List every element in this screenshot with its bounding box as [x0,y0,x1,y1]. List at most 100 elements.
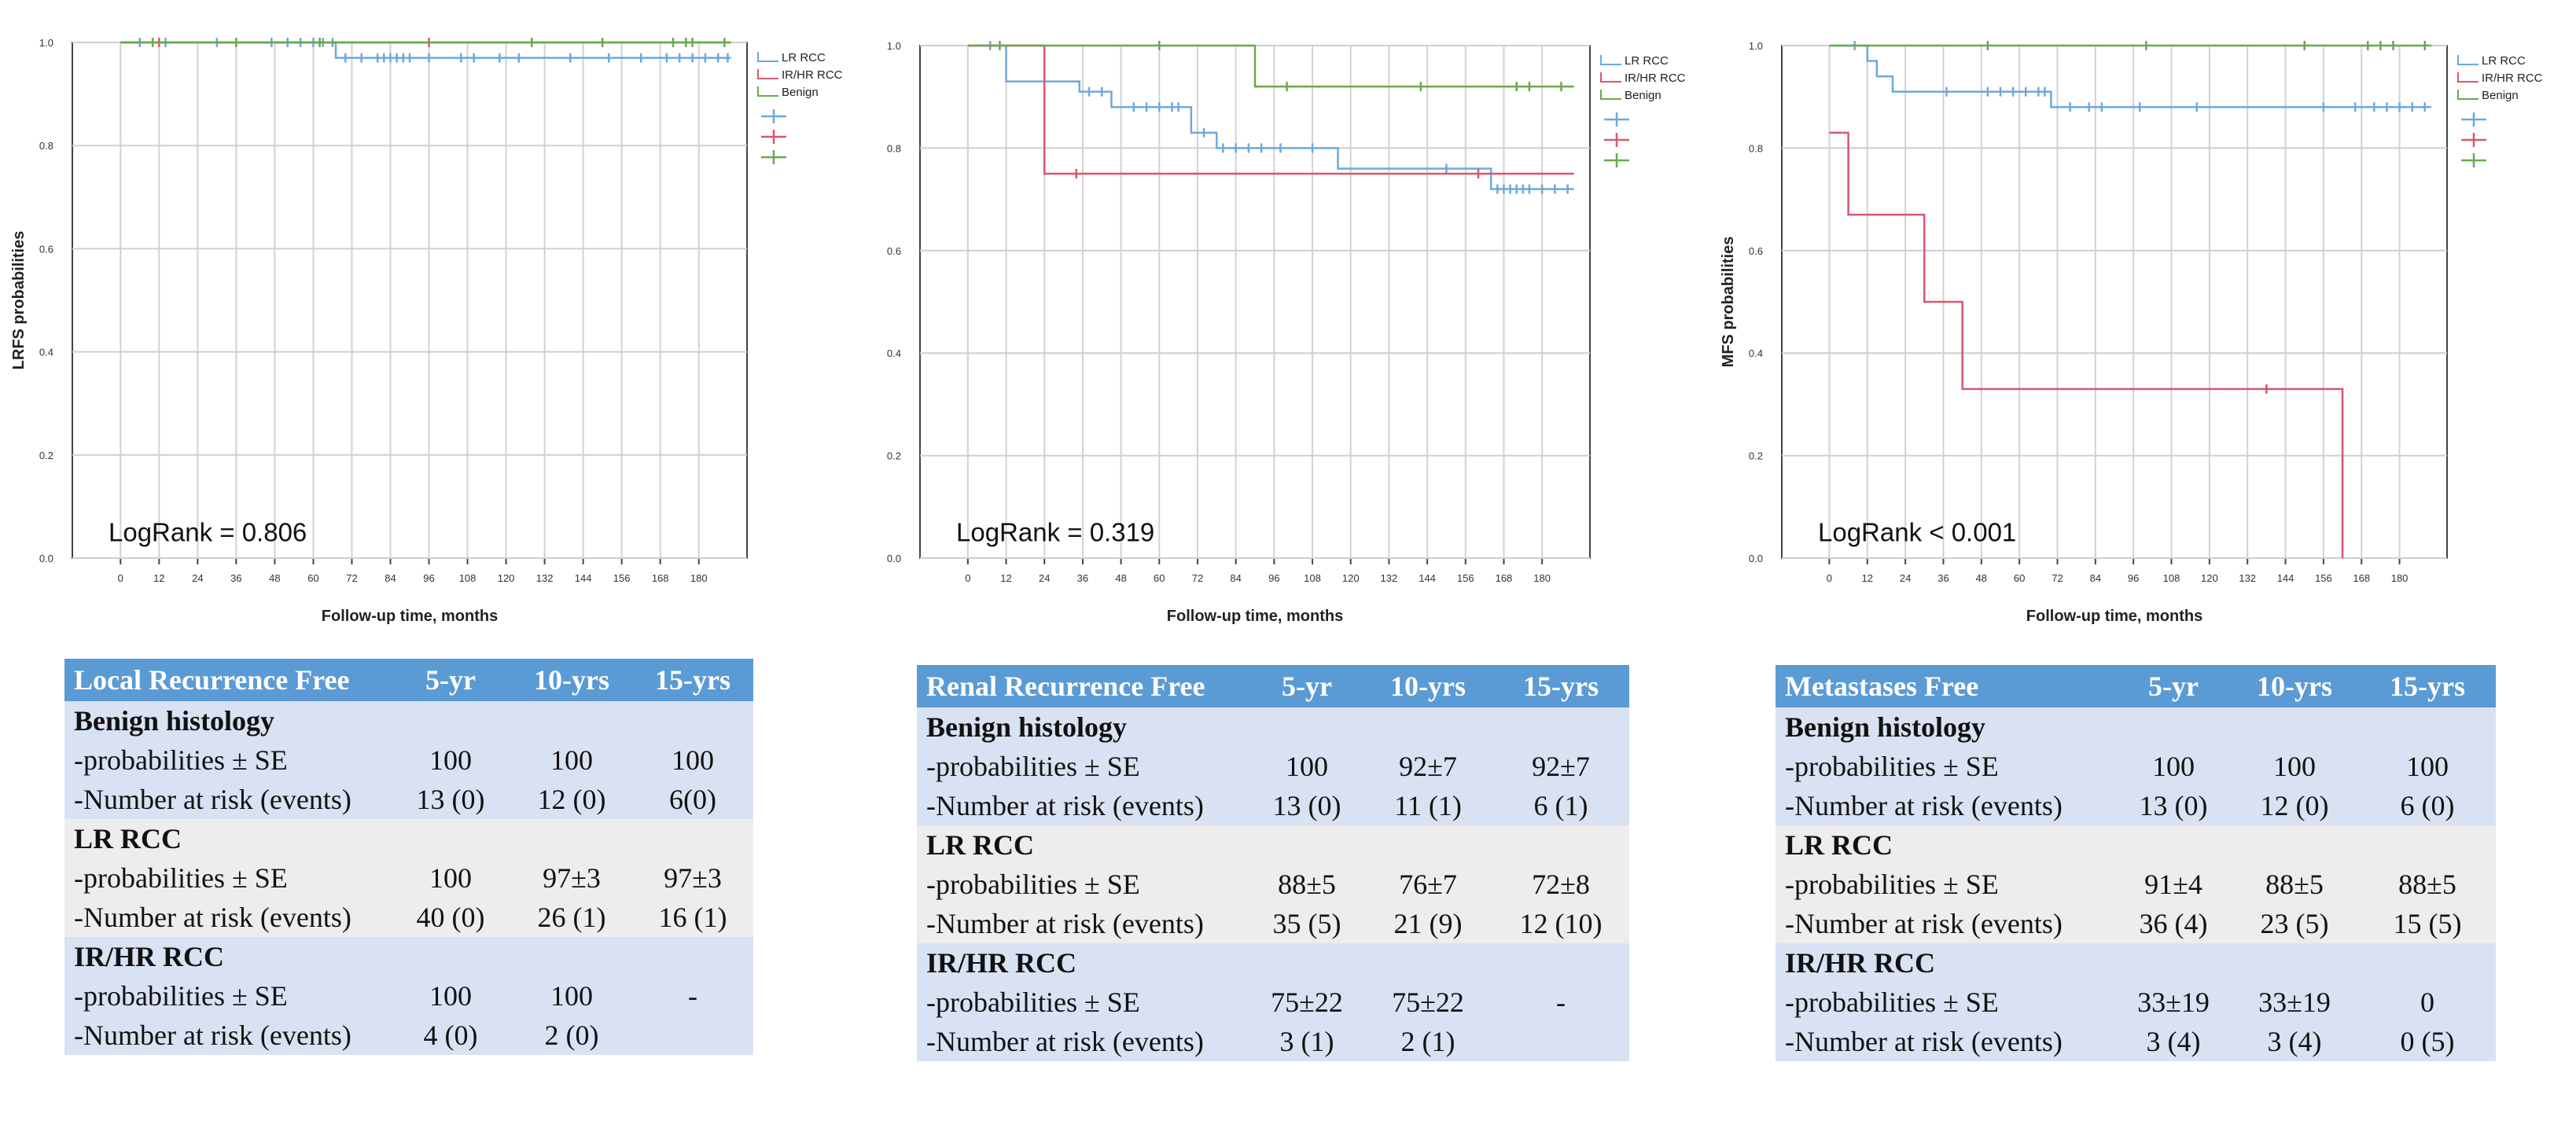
group-name: Benign histology [917,707,1629,747]
table-header-cell: Local Recurrence Free [64,659,390,701]
x-tick-label: 168 [2353,572,2370,584]
table-cell: 91±4 [2117,865,2230,904]
table-cell: 100 [511,976,632,1016]
x-tick-label: 24 [1900,572,1911,584]
x-tick-label: 36 [230,572,241,584]
series-line-lr-rcc [1829,44,2431,108]
table-cell: -probabilities ± SE [917,865,1250,904]
x-tick-label: 84 [385,572,396,584]
series-line-lr-rcc [120,41,731,59]
table-header-cell: 5-yr [390,659,511,701]
table-cell: 100 [2359,747,2496,786]
table-cell: 88±5 [2230,865,2359,904]
x-tick-label: 108 [1304,572,1321,584]
x-tick-label: 108 [459,572,477,584]
y-tick-label: 0.0 [887,553,901,564]
table-cell: - [632,976,753,1016]
table-cell: 100 [2230,747,2359,786]
legend-label: IR/HR RCC [2482,72,2543,85]
table-cell: 72±8 [1492,865,1629,904]
legend-label: LR RCC [1625,54,1669,68]
legend-swatch [757,52,778,62]
table-row: -Number at risk (events) 13 (0) 11 (1) 6 (1… [917,786,1629,825]
renal-recurrence-table: Renal Recurrence Free 5-yr 10-yrs 15-yrs Ben… [917,665,1629,1061]
group-name: LR RCC [64,819,753,858]
x-tick-label: 132 [536,572,554,584]
table-row: -probabilities ± SE 75±22 75±22- [917,983,1629,1022]
y-tick-label: 1.0 [1749,40,1763,52]
x-tick-label: 156 [1457,572,1474,584]
x-tick-label: 84 [2090,572,2101,584]
x-tick-label: 120 [498,572,515,584]
table-cell: -probabilities ± SE [64,858,390,898]
table-row: -Number at risk (events) 4 (0) 2 (0) [64,1016,753,1055]
table-group-row: Benign histology [1776,707,2496,747]
x-tick-label: 96 [423,572,434,584]
table-cell: 6 (0) [2359,786,2496,825]
x-tick-label: 96 [2128,572,2139,584]
y-tick-label: 0.4 [39,347,53,358]
table-cell: -Number at risk (events) [1776,1022,2117,1061]
x-tick-label: 12 [1862,572,1873,584]
table-cell: -probabilities ± SE [1776,865,2117,904]
y-tick-label: 0.4 [887,347,901,359]
table-cell: 92±7 [1363,747,1492,786]
table-cell: -probabilities ± SE [64,740,390,780]
legend-swatch [2457,55,2478,65]
x-tick-label: 36 [1938,572,1949,584]
group-name: LR RCC [1776,825,2496,865]
table-group-row: IR/HR RCC [917,943,1629,983]
table-row: -Number at risk (events) 3 (1) 2 (1) [917,1022,1629,1061]
table-cell: 76±7 [1363,865,1492,904]
table-group-row: LR RCC [917,825,1629,865]
table-group-row: LR RCC [64,819,753,858]
group-name: IR/HR RCC [64,937,753,976]
x-tick-label: 60 [2014,572,2025,584]
legend-label: LR RCC [2482,54,2526,68]
table-row: -probabilities ± SE 100 100 100 [1776,747,2496,786]
table-cell: 12 (10) [1492,904,1629,943]
table-row: -Number at risk (events) 13 (0) 12 (0) 6 (0… [1776,786,2496,825]
table-cell: 21 (9) [1363,904,1492,943]
table-cell: 12 (0) [511,780,632,819]
table-row: -probabilities ± SE 100 97±3 97±3 [64,858,753,898]
x-tick-label: 144 [575,572,592,584]
table-cell: 3 (1) [1250,1022,1363,1061]
y-tick-label: 0.6 [39,243,53,255]
y-tick-label: 0.4 [1749,347,1763,359]
table-cell: 3 (4) [2117,1022,2230,1061]
table-cell [1492,1022,1629,1061]
table-row: -Number at risk (events) 3 (4) 3 (4) 0 (5) [1776,1022,2496,1061]
x-tick-label: 0 [118,572,123,584]
table-row: -probabilities ± SE 100 100- [64,976,753,1016]
x-tick-label: 72 [1192,572,1203,584]
x-tick-label: 108 [2163,572,2180,584]
table-cell: 0 (5) [2359,1022,2496,1061]
table-cell: 100 [1250,747,1363,786]
table-row: -probabilities ± SE 33±19 33±19 0 [1776,983,2496,1022]
y-tick-label: 0.8 [887,142,901,154]
legend-swatch [757,86,778,97]
table-cell: 2 (0) [511,1016,632,1055]
table-cell: -Number at risk (events) [64,780,390,819]
table-group-row: Benign histology [917,707,1629,747]
x-tick-label: 180 [1533,572,1551,584]
table-row: -Number at risk (events) 40 (0) 26 (1) 16 (… [64,898,753,937]
table-cell: 92±7 [1492,747,1629,786]
table-cell: 3 (4) [2230,1022,2359,1061]
y-axis-label: MFS probabilities [1720,237,1737,368]
group-name: IR/HR RCC [1776,943,2496,983]
y-tick-label: 1.0 [39,37,53,49]
x-tick-label: 48 [269,572,280,584]
table-cell: -probabilities ± SE [917,983,1250,1022]
table-cell: -Number at risk (events) [64,1016,390,1055]
table-header-row: Metastases Free 5-yr 10-yrs 15-yrs [1776,665,2496,707]
table-cell: 100 [390,976,511,1016]
x-tick-label: 48 [1115,572,1126,584]
table-cell: 15 (5) [2359,904,2496,943]
table-header-cell: 10-yrs [1363,665,1492,707]
y-tick-label: 0.2 [887,450,901,462]
x-tick-label: 72 [2052,572,2063,584]
logrank-annotation: LogRank = 0.319 [956,517,1154,546]
logrank-annotation: LogRank = 0.806 [109,517,307,546]
